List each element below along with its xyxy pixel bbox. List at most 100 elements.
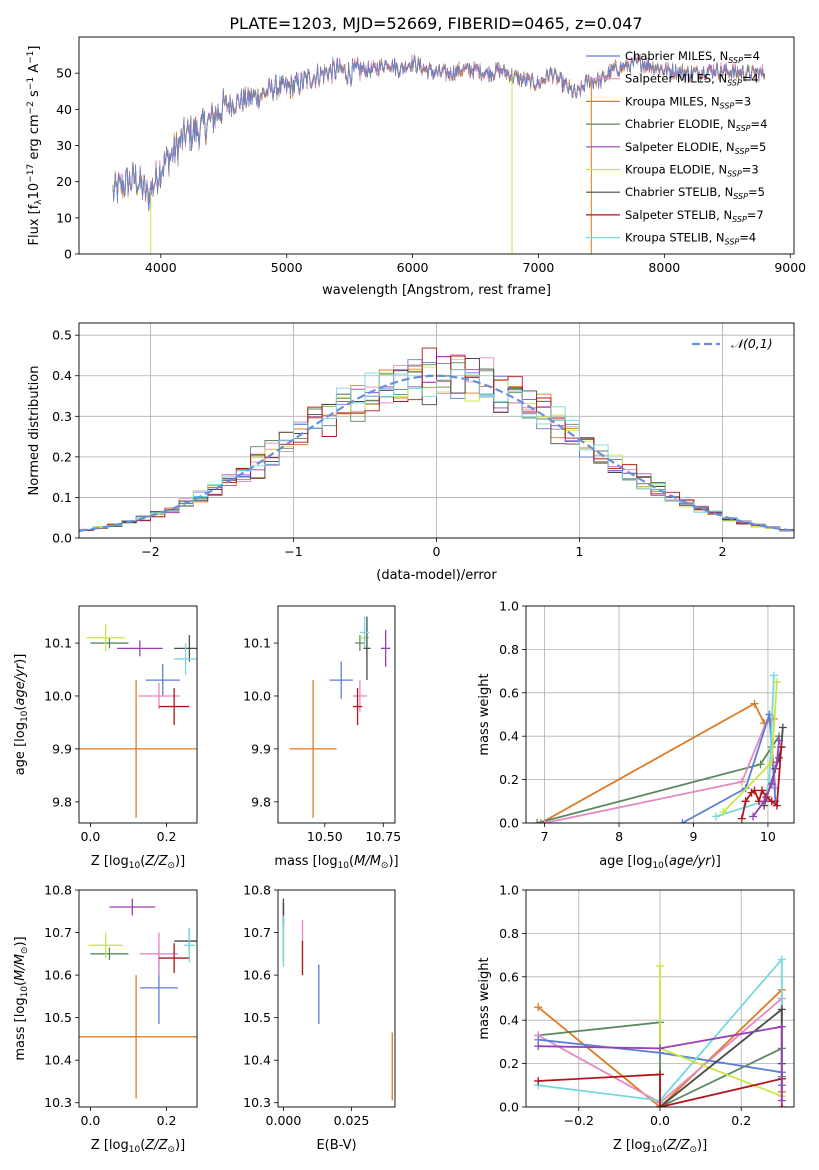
x-tick-label: 2 (719, 544, 727, 559)
y-tick-label: 10.6 (243, 968, 271, 983)
errorbar-point (183, 928, 196, 963)
x-tick-label: 0.025 (334, 1113, 370, 1128)
x-tick-label: −1 (284, 544, 302, 559)
spectrum-line (112, 54, 766, 211)
y-tick-label: 9.8 (251, 794, 271, 809)
y-tick-label: 10.1 (44, 636, 72, 651)
weight-series (534, 1022, 786, 1105)
y-tick-label: 10.4 (44, 1053, 72, 1068)
y-tick-label: 10.8 (243, 883, 271, 898)
x-tick-label: 6000 (397, 260, 429, 275)
plot-area (533, 671, 787, 823)
x-tick-label: 0 (433, 544, 441, 559)
weight-marker (719, 808, 728, 817)
legend: 𝒩(0,1) (692, 336, 773, 351)
y-tick-label: 20 (56, 174, 72, 189)
axes-frame (525, 889, 795, 1108)
x-axis-label: E(B-V) (316, 1138, 356, 1153)
x-tick-label: 0.0 (650, 1113, 670, 1128)
weight-line (536, 735, 780, 823)
y-tick-label: 1.0 (499, 883, 519, 898)
y-tick-label: 0.8 (499, 926, 519, 941)
y-tick-label: 0.0 (52, 531, 72, 546)
y-tick-label: 10.0 (44, 688, 72, 703)
y-axis-label: age [log10(age/yr)] (13, 654, 30, 776)
y-tick-label: 9.8 (52, 794, 72, 809)
y-axis-label: Flux [fλ10−17 erg cm−2 s−1 A−1] (26, 46, 44, 246)
weight-marker (750, 786, 759, 795)
x-tick-label: 4000 (145, 260, 177, 275)
weight-marker (760, 797, 769, 806)
x-axis-label: Z [log10(Z/Z⊙)] (91, 854, 185, 871)
weight-marker (757, 786, 766, 795)
weight-marker (741, 797, 750, 806)
plot-area (79, 898, 197, 1099)
legend-label: Kroupa MILES, NSSP=3 (625, 94, 751, 110)
x-tick-label: 10.50 (307, 829, 343, 844)
y-tick-label: 50 (56, 66, 72, 81)
axes-frame (525, 605, 795, 824)
x-tick-label: 0.2 (157, 1113, 177, 1128)
weight-marker (678, 819, 687, 823)
errorbar-point (145, 664, 180, 696)
weight-marker (656, 1044, 664, 1053)
x-axis-label: age [log10(age/yr)] (599, 854, 721, 871)
x-tick-label: 7 (541, 829, 549, 844)
legend: Chabrier MILES, NSSP=4 Salpeter MILES, NS… (586, 49, 767, 247)
axes-frame (78, 322, 795, 539)
x-tick-label: 10 (760, 829, 776, 844)
x-tick-label: 8000 (648, 260, 680, 275)
x-tick-label: −2 (141, 544, 159, 559)
weight-marker (656, 1103, 664, 1107)
errorbar-point (90, 637, 129, 649)
weight-lines (534, 955, 786, 1107)
y-tick-label: 40 (56, 102, 72, 117)
weight-marker (767, 779, 776, 788)
weight-marker (769, 671, 778, 680)
errorbar-point (158, 688, 190, 726)
weight-marker (756, 760, 765, 769)
spectrum-lines (112, 54, 766, 254)
y-tick-label: 0 (64, 247, 72, 262)
weight-marker (772, 758, 781, 767)
weight-marker (750, 699, 759, 708)
errorbar-point (79, 680, 197, 818)
weight-line (715, 675, 775, 818)
x-tick-label: 1 (576, 544, 584, 559)
y-axis-label: mass weight (477, 957, 492, 1039)
y-tick-label: 10.7 (243, 925, 271, 940)
weight-marker (536, 819, 545, 823)
axes-frame (277, 889, 396, 1108)
y-tick-label: 0.5 (52, 328, 72, 343)
histograms (79, 347, 794, 534)
legend-label: Kroupa STELIB, NSSP=4 (625, 231, 756, 247)
y-tick-label: 0.2 (499, 1056, 519, 1071)
y-tick-label: 10.8 (44, 883, 72, 898)
errorbar-point (109, 898, 156, 916)
errorbar-point (90, 947, 129, 961)
y-tick-label: 10.1 (243, 636, 271, 651)
errorbar-point (352, 688, 363, 726)
weight-marker (534, 1003, 543, 1012)
panel-spectrum: 4000 5000 6000 7000 8000 9000 0 10 20 30 40 50 wavel… (26, 36, 806, 298)
y-tick-label: 0.4 (52, 368, 72, 383)
x-tick-label: −0.2 (564, 1113, 594, 1128)
x-tick-label: 9 (690, 829, 698, 844)
errorbars (79, 624, 197, 818)
x-tick-label: 10.75 (365, 829, 401, 844)
errorbar-point (380, 629, 391, 667)
errorbar-point (139, 932, 178, 976)
y-tick-label: 9.9 (52, 741, 72, 756)
panel-weight_vs_age: 7 8 9 10 0.0 0.2 0.4 0.6 0.8 1.0 age [log10(age/yr… (477, 599, 795, 871)
y-tick-label: 10.7 (44, 925, 72, 940)
weight-marker (777, 1005, 786, 1014)
errorbar-point (86, 624, 125, 651)
y-tick-label: 1.0 (499, 599, 519, 614)
x-tick-label: 0.0 (80, 1113, 100, 1128)
plot-area (112, 54, 766, 254)
panel-age_vs_Z: 0.0 0.2 9.8 9.9 10.0 10.1 Z [log10(Z/Z⊙)] age [… (13, 605, 198, 871)
axes-frame (78, 889, 198, 1108)
plot-area (79, 347, 794, 534)
y-tick-label: 0.1 (52, 490, 72, 505)
errorbar-point (329, 661, 353, 699)
